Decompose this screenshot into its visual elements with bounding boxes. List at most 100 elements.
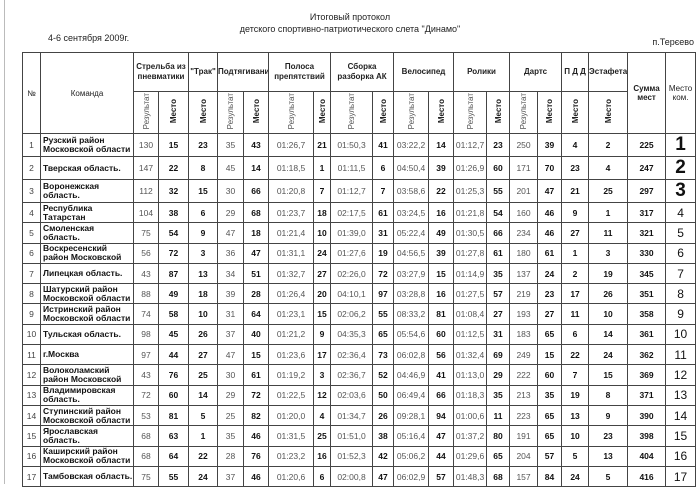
- place-cell: 9: [312, 323, 332, 346]
- header-sum: Сумма мест: [627, 52, 667, 134]
- result-cell: 01:30,5: [453, 222, 488, 244]
- result-cell: 39: [217, 283, 244, 305]
- place-cell: 69: [486, 344, 511, 366]
- place-cell: 65: [486, 445, 511, 467]
- subheader-place: Место: [428, 91, 455, 134]
- sum-cell: 371: [627, 384, 667, 406]
- subheader-place: Место: [537, 91, 563, 134]
- result-cell: 249: [509, 344, 539, 366]
- place-cell: 57: [537, 445, 563, 467]
- result-cell: 53: [133, 404, 159, 427]
- final-place-cell: 5: [665, 222, 697, 244]
- subheader-label: Результат: [465, 93, 475, 130]
- result-cell: 28: [217, 445, 244, 467]
- place-cell: 20: [312, 283, 332, 305]
- place-cell: 1: [588, 201, 629, 224]
- header-team: Команда: [40, 52, 134, 134]
- place-cell: 87: [158, 262, 189, 285]
- place-cell: 6: [312, 465, 332, 487]
- table-row: 2 Тверская область. 147 22 8 45 14 01:18,5 1 01:1…: [22, 156, 697, 180]
- result-cell: 137: [509, 262, 539, 285]
- sum-cell: 225: [627, 133, 667, 157]
- result-cell: 02:06,2: [330, 303, 374, 325]
- row-number: 7: [22, 262, 41, 285]
- table-row: 1 Рузский район Московской области 130 15 23…: [22, 133, 697, 157]
- place-cell: 65: [372, 323, 395, 346]
- place-cell: 64: [158, 445, 189, 467]
- result-cell: 01:19,2: [268, 364, 314, 386]
- place-cell: 60: [428, 323, 455, 346]
- place-cell: 1: [312, 156, 332, 180]
- result-cell: 01:21,2: [268, 323, 314, 346]
- place-cell: 46: [243, 425, 269, 447]
- place-cell: 41: [372, 133, 395, 157]
- table-row: 9 Истринский район Московской области 74 58…: [22, 303, 697, 325]
- place-cell: 43: [243, 133, 269, 157]
- place-cell: 3: [588, 242, 629, 264]
- place-cell: 16: [312, 445, 332, 467]
- place-cell: 27: [537, 303, 563, 325]
- place-cell: 68: [243, 201, 269, 224]
- result-cell: 180: [509, 242, 539, 264]
- place-cell: 15: [588, 364, 629, 386]
- subheader-result: Результат: [393, 91, 430, 134]
- place-cell: 61: [243, 364, 269, 386]
- result-cell: 35: [217, 133, 244, 157]
- place-cell: 27: [486, 303, 511, 325]
- final-place-cell: 14: [665, 404, 697, 427]
- place-cell: 24: [588, 344, 629, 366]
- table-row: 6 Воскресенский район Московской 56 72 3 36 47…: [22, 242, 697, 264]
- place-cell: 80: [486, 425, 511, 447]
- team-name: Ступинский район Московской области: [40, 404, 134, 427]
- place-cell: 2: [561, 262, 590, 285]
- result-cell: 01:13,0: [453, 364, 488, 386]
- result-cell: 02:17,5: [330, 201, 374, 224]
- place-cell: 15: [312, 303, 332, 325]
- final-place-cell: 2: [665, 156, 697, 180]
- result-cell: 183: [509, 323, 539, 346]
- place-cell: 15: [243, 344, 269, 366]
- team-name: Воскресенский район Московской: [40, 242, 134, 264]
- place-cell: 94: [428, 404, 455, 427]
- place-cell: 26: [588, 283, 629, 305]
- place-cell: 11: [588, 222, 629, 244]
- row-number: 1: [22, 133, 41, 157]
- place-cell: 4: [588, 156, 629, 180]
- team-name: Тульская область.: [40, 323, 134, 346]
- place-cell: 13: [188, 262, 218, 285]
- row-number: 4: [22, 201, 41, 224]
- result-cell: 112: [133, 179, 159, 203]
- result-cell: 03:58,6: [393, 179, 430, 203]
- result-cell: 37: [217, 323, 244, 346]
- result-cell: 03:27,9: [393, 262, 430, 285]
- sum-cell: 330: [627, 242, 667, 264]
- row-number: 2: [22, 156, 41, 180]
- place-cell: 25: [588, 179, 629, 203]
- place-cell: 9: [561, 201, 590, 224]
- place-cell: 81: [428, 303, 455, 325]
- result-cell: 234: [509, 222, 539, 244]
- final-place-cell: 17: [665, 465, 697, 487]
- result-cell: 01:37,2: [453, 425, 488, 447]
- result-cell: 30: [217, 364, 244, 386]
- place-cell: 61: [486, 242, 511, 264]
- place-cell: 66: [243, 179, 269, 203]
- row-number: 16: [22, 445, 41, 467]
- result-cell: 56: [133, 242, 159, 264]
- sum-cell: 345: [627, 262, 667, 285]
- result-cell: 72: [133, 384, 159, 406]
- result-cell: 09:28,1: [393, 404, 430, 427]
- result-cell: 04:35,3: [330, 323, 374, 346]
- place-cell: 16: [428, 201, 455, 224]
- place-cell: 18: [312, 201, 332, 224]
- table-row: 14 Ступинский район Московской области 53 8…: [22, 404, 697, 427]
- subheader-label: Результат: [347, 93, 357, 130]
- result-cell: 191: [509, 425, 539, 447]
- team-name: Каширский район Московской области: [40, 445, 134, 467]
- result-cell: 04:56,5: [393, 242, 430, 264]
- result-cell: 98: [133, 323, 159, 346]
- place-cell: 28: [243, 283, 269, 305]
- place-cell: 70: [537, 156, 563, 180]
- place-cell: 4: [312, 404, 332, 427]
- final-place-cell: 15: [665, 425, 697, 447]
